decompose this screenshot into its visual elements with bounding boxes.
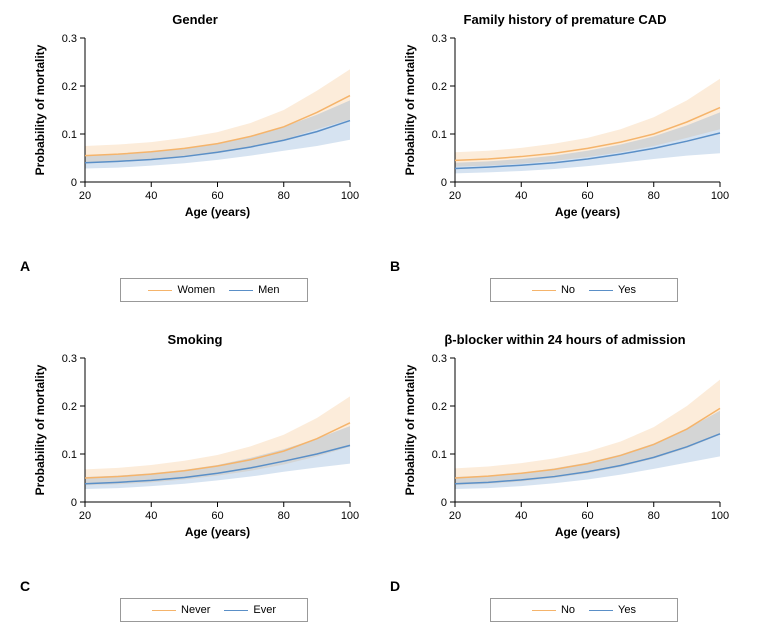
legend-swatch-orange bbox=[148, 290, 172, 291]
legend-swatch-blue bbox=[589, 610, 613, 611]
panel-C: Smoking 20 40 60 80 100 0 0.1 0.2 0.3 Age (years) P… bbox=[30, 330, 360, 540]
legend-A: Women Men bbox=[120, 278, 308, 302]
panel-A-svg: Gender 20 40 60 80 100 0 0.1 0.2 0.3 Age (years) Pr… bbox=[30, 10, 360, 220]
legend-D: No Yes bbox=[490, 598, 678, 622]
y-tick-label: 0.2 bbox=[62, 81, 77, 93]
x-axis-label: Age (years) bbox=[555, 525, 620, 539]
x-tick-label: 20 bbox=[449, 190, 461, 202]
legend-item-orange: No bbox=[532, 284, 575, 296]
x-tick-label: 60 bbox=[211, 510, 223, 522]
x-axis-label: Age (years) bbox=[555, 205, 620, 219]
legend-swatch-blue bbox=[229, 290, 253, 291]
legend-item-orange: No bbox=[532, 604, 575, 616]
legend-label: Women bbox=[177, 284, 215, 296]
legend-label: No bbox=[561, 604, 575, 616]
legend-swatch-blue bbox=[589, 290, 613, 291]
x-tick-label: 20 bbox=[79, 510, 91, 522]
legend-label: Ever bbox=[253, 604, 276, 616]
y-tick-label: 0 bbox=[71, 177, 77, 189]
y-tick-label: 0 bbox=[441, 177, 447, 189]
x-axis-label: Age (years) bbox=[185, 525, 250, 539]
legend-swatch-orange bbox=[532, 610, 556, 611]
y-tick-label: 0.2 bbox=[62, 401, 77, 413]
legend-item-blue: Men bbox=[229, 284, 279, 296]
y-tick-label: 0.1 bbox=[62, 129, 77, 141]
panel-D: β-blocker within 24 hours of admission 20… bbox=[400, 330, 730, 540]
x-tick-label: 40 bbox=[145, 190, 157, 202]
figure-grid: { "layout":{ "panel_w":330,"panel_h":210… bbox=[0, 0, 766, 631]
y-tick-label: 0.3 bbox=[432, 33, 447, 45]
y-tick-label: 0 bbox=[71, 497, 77, 509]
panel-letter-A: A bbox=[20, 258, 30, 274]
y-tick-label: 0.2 bbox=[432, 81, 447, 93]
panel-B-svg: Family history of premature CAD 20 40 60 80 1… bbox=[400, 10, 730, 220]
y-axis-label: Probability of mortality bbox=[403, 364, 417, 495]
x-tick-label: 40 bbox=[145, 510, 157, 522]
y-tick-label: 0.1 bbox=[432, 129, 447, 141]
panel-letter-B: B bbox=[390, 258, 400, 274]
y-tick-label: 0.3 bbox=[62, 33, 77, 45]
legend-swatch-orange bbox=[532, 290, 556, 291]
y-tick-label: 0.1 bbox=[62, 449, 77, 461]
x-tick-label: 80 bbox=[278, 510, 290, 522]
x-tick-label: 60 bbox=[581, 190, 593, 202]
legend-item-orange: Women bbox=[148, 284, 215, 296]
legend-label: Men bbox=[258, 284, 279, 296]
y-axis-label: Probability of mortality bbox=[33, 44, 47, 175]
legend-item-blue: Ever bbox=[224, 604, 276, 616]
panel-title: Family history of premature CAD bbox=[464, 12, 667, 27]
y-axis-label: Probability of mortality bbox=[403, 44, 417, 175]
y-tick-label: 0.1 bbox=[432, 449, 447, 461]
legend-item-blue: Yes bbox=[589, 284, 636, 296]
panel-C-svg: Smoking 20 40 60 80 100 0 0.1 0.2 0.3 Age (years) P… bbox=[30, 330, 360, 540]
legend-label: No bbox=[561, 284, 575, 296]
legend-C: Never Ever bbox=[120, 598, 308, 622]
x-tick-label: 100 bbox=[341, 510, 359, 522]
x-tick-label: 60 bbox=[581, 510, 593, 522]
y-tick-label: 0.2 bbox=[432, 401, 447, 413]
legend-label: Never bbox=[181, 604, 210, 616]
x-tick-label: 80 bbox=[648, 510, 660, 522]
panel-letter-C: C bbox=[20, 578, 30, 594]
y-tick-label: 0.3 bbox=[62, 353, 77, 365]
x-tick-label: 60 bbox=[211, 190, 223, 202]
panel-B: Family history of premature CAD 20 40 60 80 1… bbox=[400, 10, 730, 220]
x-tick-label: 20 bbox=[79, 190, 91, 202]
panel-A: Gender 20 40 60 80 100 0 0.1 0.2 0.3 Age (years) Pr… bbox=[30, 10, 360, 220]
x-axis-label: Age (years) bbox=[185, 205, 250, 219]
legend-label: Yes bbox=[618, 604, 636, 616]
y-tick-label: 0 bbox=[441, 497, 447, 509]
legend-swatch-orange bbox=[152, 610, 176, 611]
legend-B: No Yes bbox=[490, 278, 678, 302]
panel-D-svg: β-blocker within 24 hours of admission 20… bbox=[400, 330, 730, 540]
panel-title: Smoking bbox=[168, 332, 223, 347]
x-tick-label: 80 bbox=[278, 190, 290, 202]
x-tick-label: 100 bbox=[711, 190, 729, 202]
panel-letter-D: D bbox=[390, 578, 400, 594]
legend-item-orange: Never bbox=[152, 604, 210, 616]
x-tick-label: 100 bbox=[341, 190, 359, 202]
panel-title: β-blocker within 24 hours of admission bbox=[444, 332, 685, 347]
panel-title: Gender bbox=[172, 12, 218, 27]
x-tick-label: 100 bbox=[711, 510, 729, 522]
legend-item-blue: Yes bbox=[589, 604, 636, 616]
x-tick-label: 80 bbox=[648, 190, 660, 202]
legend-swatch-blue bbox=[224, 610, 248, 611]
x-tick-label: 40 bbox=[515, 510, 527, 522]
x-tick-label: 20 bbox=[449, 510, 461, 522]
legend-label: Yes bbox=[618, 284, 636, 296]
x-tick-label: 40 bbox=[515, 190, 527, 202]
y-tick-label: 0.3 bbox=[432, 353, 447, 365]
y-axis-label: Probability of mortality bbox=[33, 364, 47, 495]
